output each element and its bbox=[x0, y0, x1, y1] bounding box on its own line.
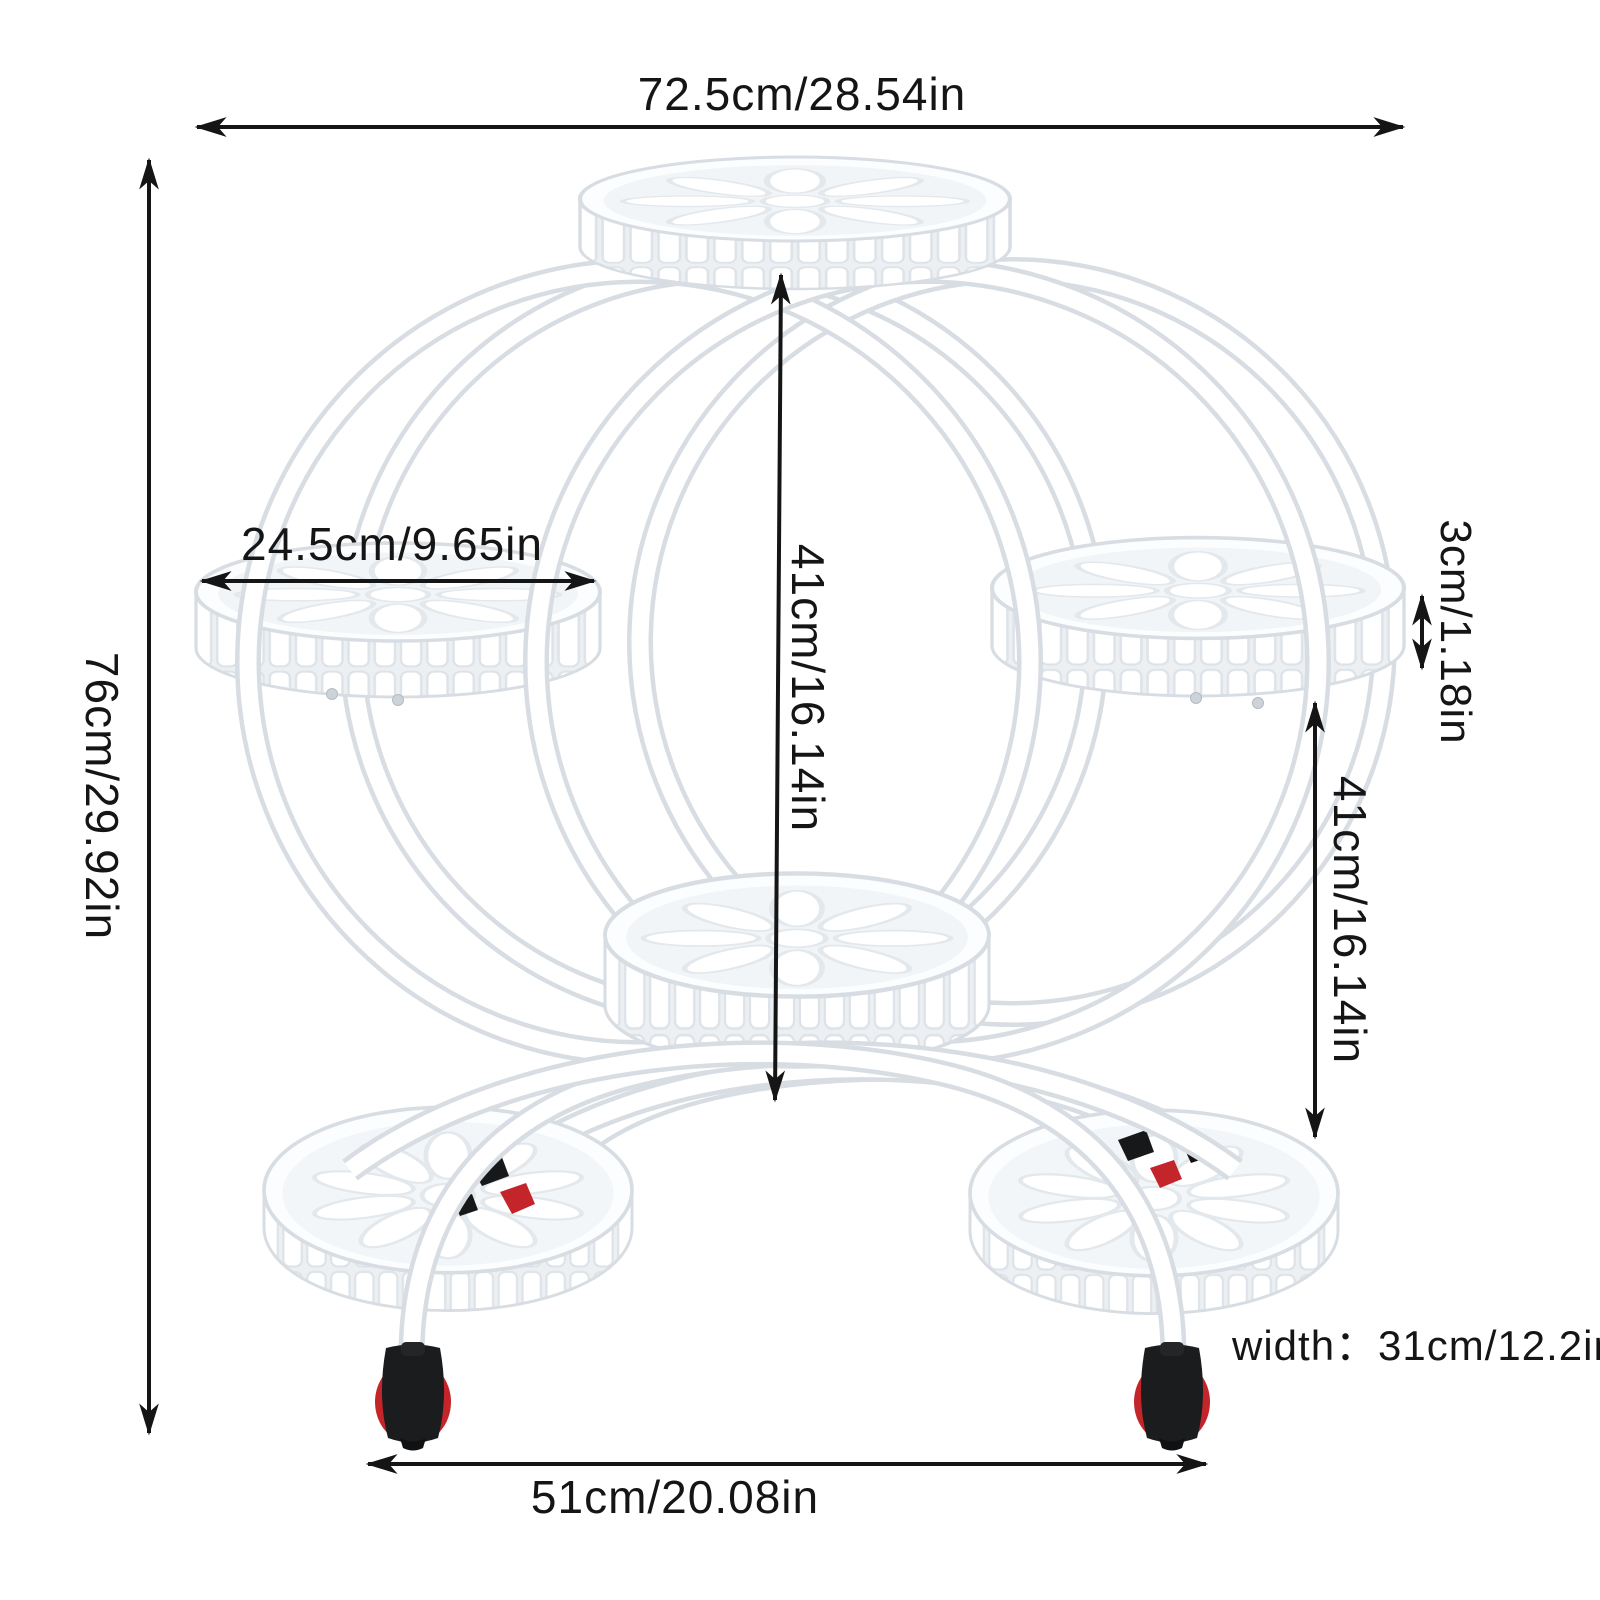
tray-diameter-label: 24.5cm/9.65in bbox=[241, 518, 543, 570]
tray-middle-right bbox=[992, 538, 1404, 696]
dim-overall-width: 72.5cm/28.54in bbox=[194, 68, 1406, 137]
tray-top bbox=[580, 157, 1010, 289]
tray-middle-left-bolts bbox=[326, 688, 404, 706]
dim-tray-depth: 3cm/1.18in bbox=[1412, 519, 1480, 745]
caster-wheel-right bbox=[1134, 1342, 1210, 1451]
lower-height-label: 41cm/16.14in bbox=[1324, 776, 1376, 1064]
upper-height-label: 41cm/16.14in bbox=[782, 544, 834, 832]
overall-width-label: 72.5cm/28.54in bbox=[638, 68, 967, 120]
base-width-label: 51cm/20.08in bbox=[531, 1471, 819, 1523]
tray-middle-right-bolts bbox=[1190, 692, 1264, 709]
tray-depth-label: 3cm/1.18in bbox=[1431, 519, 1480, 744]
dim-base-width: 51cm/20.08in bbox=[365, 1454, 1209, 1523]
dim-overall-height: 76cm/29.92in bbox=[76, 157, 159, 1436]
dim-tray-diameter: 24.5cm/9.65in bbox=[199, 518, 597, 591]
stand-width-note: width：31cm/12.2in bbox=[1231, 1322, 1600, 1369]
front-base-arches bbox=[342, 1040, 1243, 1392]
tray-center bbox=[605, 873, 989, 1067]
stand-width-label: width：31cm/12.2in bbox=[1231, 1322, 1600, 1369]
overall-height-label: 76cm/29.92in bbox=[76, 652, 128, 940]
dim-upper-height: 41cm/16.14in bbox=[765, 272, 834, 1103]
dim-lower-height: 41cm/16.14in bbox=[1305, 700, 1376, 1140]
caster-wheel-left bbox=[375, 1342, 451, 1451]
